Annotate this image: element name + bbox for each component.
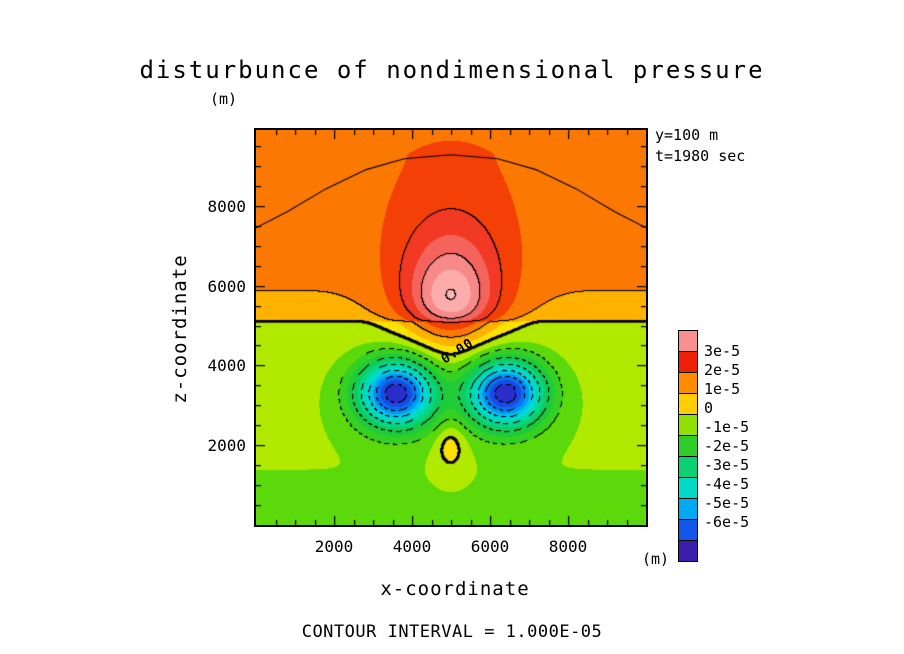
legend-swatch <box>678 372 698 394</box>
y-tick-label: 8000 <box>207 196 246 216</box>
legend-swatch <box>678 435 698 457</box>
y-tick-label: 4000 <box>207 356 246 376</box>
legend-label: -1e-5 <box>704 418 750 436</box>
contour-interval-note: CONTOUR INTERVAL = 1.000E-05 <box>301 622 603 642</box>
x-tick-label: 8000 <box>548 537 588 556</box>
legend-label: 2e-5 <box>704 361 741 379</box>
legend-label: -4e-5 <box>704 475 750 493</box>
legend-label: 0 <box>704 399 714 417</box>
legend-swatch <box>678 351 698 373</box>
legend-label: -3e-5 <box>704 456 750 474</box>
y-tick-label: 2000 <box>207 436 246 456</box>
y-tick-label: 6000 <box>207 276 246 296</box>
plot-frame: 0.00 <box>254 128 648 527</box>
color-legend: 3e-5 2e-5 1e-5 0 -1e-5 -2e-5 -3e-5 -4e-5 -5e-5 -6… <box>678 330 749 562</box>
legend-label: -5e-5 <box>704 494 750 512</box>
x-tick-label: 4000 <box>392 537 432 556</box>
x-axis-label: x-coordinate <box>380 578 530 600</box>
plot-title: disturbunce of nondimensional pressure <box>139 56 765 84</box>
legend-swatch <box>678 330 698 352</box>
y-axis-label: z-coordinate <box>169 254 191 404</box>
x-tick-label: 2000 <box>314 537 354 556</box>
legend-label: 1e-5 <box>704 380 741 398</box>
x-tick-label: 6000 <box>470 537 510 556</box>
legend-swatch <box>678 414 698 436</box>
legend-swatch <box>678 519 698 541</box>
legend-label: -6e-5 <box>704 513 750 531</box>
legend-swatch <box>678 456 698 478</box>
legend-swatch <box>678 477 698 499</box>
slice-annotation: y=100 m <box>655 126 719 144</box>
x-axis-units: (m) <box>642 550 670 568</box>
legend-swatch <box>678 540 698 562</box>
y-axis-units: (m) <box>210 90 238 108</box>
legend-swatch <box>678 393 698 415</box>
legend-label: -2e-5 <box>704 437 750 455</box>
legend-label: 3e-5 <box>704 342 741 360</box>
legend-swatch <box>678 498 698 520</box>
contour-plot-canvas <box>256 130 646 525</box>
time-annotation: t=1980 sec <box>655 147 746 165</box>
